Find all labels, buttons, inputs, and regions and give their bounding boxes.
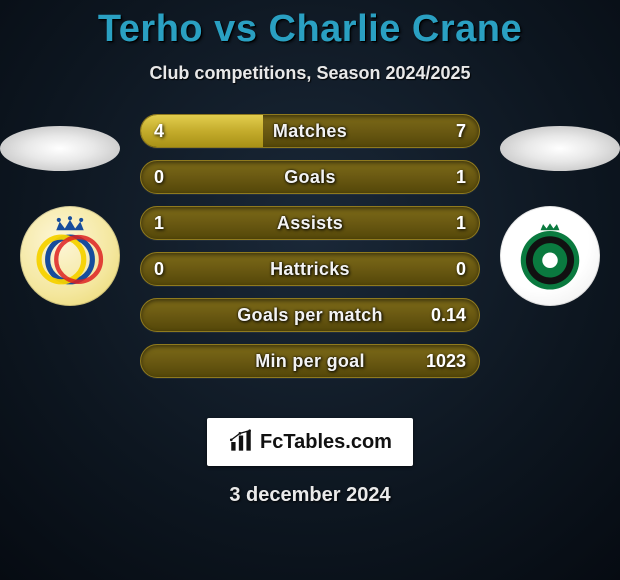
stat-value-left: 0: [154, 252, 164, 286]
crown-icon: [541, 223, 560, 230]
stat-value-right: 1023: [426, 344, 466, 378]
stat-label: Hattricks: [140, 252, 480, 286]
stat-value-left: 4: [154, 114, 164, 148]
stat-row: Goals0 1: [140, 160, 480, 194]
stat-bars: Matches47Goals01Assists11Hattricks00Goal…: [140, 114, 480, 378]
stat-row: Assists1 1: [140, 206, 480, 240]
page-title: Terho vs Charlie Crane: [0, 8, 620, 51]
stat-value-right: 1: [456, 206, 466, 240]
cercle-brugge-icon: [507, 213, 593, 299]
stat-label: Goals per match: [140, 298, 480, 332]
branding-text: FcTables.com: [260, 431, 392, 454]
club-badge-right: [500, 206, 600, 306]
club-badge-left: [20, 206, 120, 306]
stat-value-right: 7: [456, 114, 466, 148]
union-sg-icon: [27, 213, 113, 299]
stat-label: Assists: [140, 206, 480, 240]
player-avatar-left: [0, 126, 120, 171]
crown-icon: [56, 216, 84, 230]
container: Terho vs Charlie Crane Club competitions…: [0, 0, 620, 580]
bar-chart-icon: [228, 429, 254, 455]
stat-value-right: 1: [456, 160, 466, 194]
stat-row: Min per goal1023: [140, 344, 480, 378]
date-text: 3 december 2024: [0, 484, 620, 507]
stat-label: Matches: [140, 114, 480, 148]
branding-badge[interactable]: FcTables.com: [207, 418, 413, 466]
stat-value-right: 0.14: [431, 298, 466, 332]
stat-row: Matches4 7: [140, 114, 480, 148]
comparison-stage: Matches47Goals01Assists11Hattricks00Goal…: [0, 114, 620, 404]
player-avatar-right: [500, 126, 620, 171]
stat-value-left: 1: [154, 206, 164, 240]
page-subtitle: Club competitions, Season 2024/2025: [0, 63, 620, 84]
stat-label: Goals: [140, 160, 480, 194]
stat-row: Goals per match0.14: [140, 298, 480, 332]
stat-value-left: 0: [154, 160, 164, 194]
stat-value-right: 0: [456, 252, 466, 286]
stat-row: Hattricks0 0: [140, 252, 480, 286]
